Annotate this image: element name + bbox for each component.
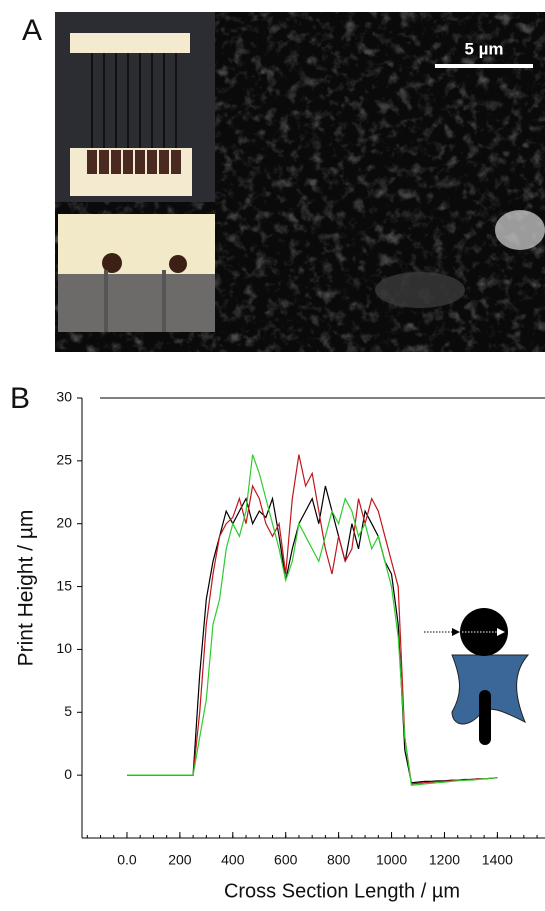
- y-axis-title: Print Height / µm: [15, 510, 38, 667]
- photo-inset: [58, 214, 215, 332]
- data-line: [127, 454, 498, 785]
- plot: 0 5 10 15 20 25 30 0.0 200 400 600 800 1000 1200 1400 C…: [15, 389, 545, 902]
- photo-inset: [55, 12, 215, 202]
- x-tick-label: 0.0: [117, 852, 137, 868]
- x-axis-title: Cross Section Length / µm: [224, 880, 460, 902]
- x-tick-label: 600: [274, 852, 298, 868]
- y-tick-label: 5: [64, 703, 72, 719]
- x-tick-label: 200: [168, 852, 192, 868]
- y-tick-label: 25: [56, 452, 72, 468]
- x-tick-label: 1000: [376, 852, 407, 868]
- x-tick-label: 1400: [482, 852, 513, 868]
- data-line: [127, 454, 498, 786]
- data-line: [127, 485, 498, 784]
- schematic: [424, 608, 530, 745]
- x-tick-label: 800: [327, 852, 351, 868]
- y-tick-label: 0: [64, 766, 72, 782]
- scale-bar-label: 5 µm: [464, 39, 503, 58]
- y-tick-label: 15: [56, 577, 72, 593]
- y-tick-label: 10: [56, 640, 72, 656]
- x-tick-label: 1200: [429, 852, 460, 868]
- y-tick-label: 30: [56, 389, 72, 405]
- y-tick-label: 20: [56, 514, 72, 530]
- panel-label: B: [10, 382, 30, 415]
- x-tick-label: 400: [221, 852, 245, 868]
- panel-label: A: [22, 14, 42, 47]
